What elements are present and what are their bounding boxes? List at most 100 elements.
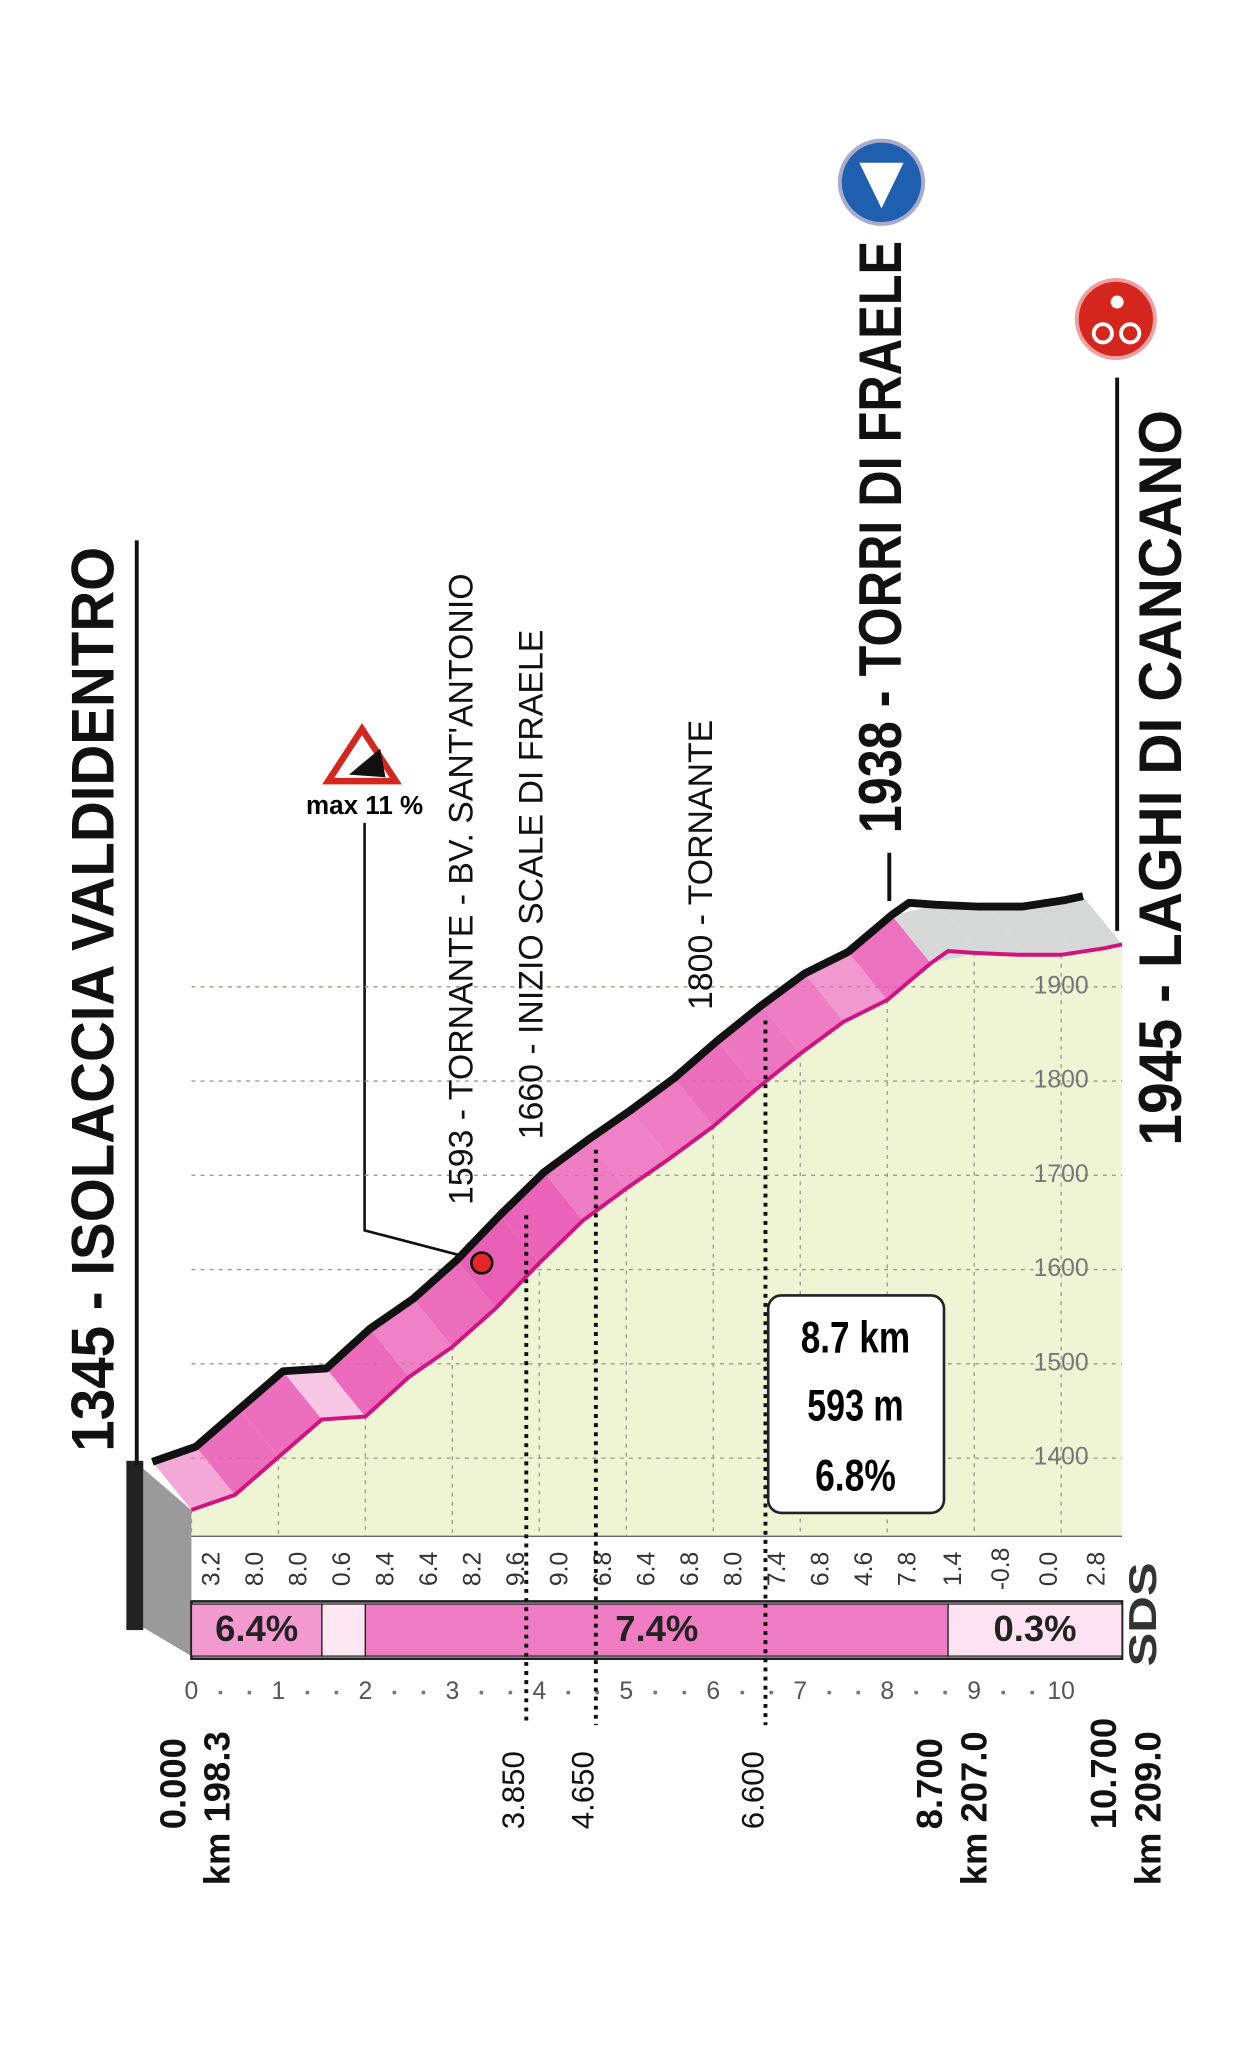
- gradient-label: 7.8: [894, 1552, 921, 1586]
- gradient-label: -0.8: [988, 1548, 1015, 1591]
- gradient-label: 6.8: [677, 1552, 704, 1586]
- profile-edge: [190, 942, 1123, 1512]
- minor-tick: [305, 1690, 310, 1695]
- x-tick-label: 9: [967, 1678, 981, 1705]
- minor-tick: [508, 1690, 513, 1695]
- x-tick-label: 2: [359, 1678, 373, 1705]
- minor-tick: [595, 1690, 600, 1695]
- logo: SDS: [1122, 1562, 1165, 1666]
- x-tick-label: 0: [185, 1678, 199, 1705]
- section: [364, 1603, 949, 1657]
- summary-box: [766, 1294, 946, 1515]
- gradient-label: 0.6: [329, 1552, 356, 1586]
- gradient-label: 4.6: [851, 1552, 878, 1586]
- section: [321, 1603, 367, 1657]
- profile-area: [191, 944, 1123, 1537]
- start-block: [126, 1460, 144, 1631]
- summary-gain: 593 m: [807, 1381, 903, 1430]
- minor-tick: [827, 1690, 832, 1695]
- gradient-segment: [891, 904, 979, 964]
- minor-tick: [1001, 1690, 1006, 1695]
- minor-tick: [479, 1690, 484, 1695]
- x-tick-label: 4: [532, 1678, 546, 1705]
- max-label: max 11 %: [306, 790, 423, 820]
- place-label: 1945 - LAGHI DI CANCANO: [1127, 410, 1194, 1146]
- x-tick-label: 7: [793, 1678, 807, 1705]
- waypoint-label: 1660 - INIZIO SCALE DI FRAELE: [512, 630, 550, 1140]
- max-dot: [470, 1251, 494, 1275]
- place-distance: 10.700: [1083, 1718, 1124, 1829]
- max-icon: [348, 748, 386, 778]
- gradient-segment: [282, 1368, 366, 1420]
- gradient-segment: [804, 951, 888, 1022]
- minor-tick: [334, 1690, 339, 1695]
- gradient-label: 3.2: [199, 1552, 226, 1586]
- finish-icon: [1110, 295, 1124, 309]
- waypoint-distance: 4.650: [566, 1751, 601, 1829]
- x-tick-label: 1: [272, 1678, 286, 1705]
- minor-tick: [392, 1690, 397, 1695]
- profile-top: [151, 892, 1084, 1466]
- minor-tick: [566, 1690, 571, 1695]
- minor-tick: [856, 1690, 861, 1695]
- minor-tick: [247, 1690, 252, 1695]
- gradient-label: 6.8: [808, 1552, 835, 1586]
- place-km: km 207.0: [953, 1731, 994, 1885]
- minor-tick: [682, 1690, 687, 1695]
- x-tick-label: 3: [445, 1678, 459, 1705]
- place-distance: 0.000: [152, 1738, 193, 1829]
- x-tick-label: 5: [619, 1678, 633, 1705]
- waypoint-distance: 6.600: [735, 1751, 770, 1829]
- section-label: 6.4%: [215, 1608, 298, 1649]
- waypoint-distance: 3.850: [496, 1751, 531, 1829]
- gradient-label: 8.0: [242, 1552, 269, 1586]
- minor-tick: [769, 1690, 774, 1695]
- gradient-label: 8.4: [373, 1551, 400, 1586]
- gradient-label: 6.4: [634, 1551, 661, 1586]
- gradient-label: 1.4: [940, 1551, 967, 1586]
- gradient-segment: [939, 904, 1027, 955]
- gradient-segment: [1035, 896, 1123, 953]
- place-km: km 198.3: [197, 1731, 238, 1885]
- summary-distance: 8.7 km: [801, 1314, 910, 1363]
- gradient-label: 0.0: [1036, 1552, 1063, 1586]
- minor-tick: [943, 1690, 948, 1695]
- summary-gradient: 6.8%: [815, 1452, 896, 1501]
- gradient-segment: [152, 1446, 235, 1510]
- finish-icon: [1074, 277, 1157, 360]
- minor-tick: [1030, 1690, 1035, 1695]
- minor-tick: [740, 1690, 745, 1695]
- finish-icon: [1091, 322, 1114, 345]
- place-km: km 209.0: [1127, 1731, 1168, 1885]
- waypoint-label: 1800 - TORNANTE: [682, 720, 720, 1010]
- x-tick-label: 6: [706, 1678, 720, 1705]
- x-tick-label: 10: [1047, 1678, 1075, 1705]
- section: [190, 1603, 323, 1657]
- place-distance: 8.700: [909, 1738, 950, 1829]
- x-tick-label: 8: [880, 1678, 894, 1705]
- minor-tick: [218, 1690, 223, 1695]
- gradient-label: 7.4: [764, 1551, 791, 1586]
- gradient-label: 8.0: [286, 1552, 313, 1586]
- section-label: 7.4%: [615, 1608, 698, 1649]
- y-tick-label: 1500: [1034, 1349, 1089, 1376]
- gradient-label: 2.8: [1084, 1552, 1111, 1586]
- gradient-segment: [456, 1214, 540, 1309]
- minor-tick: [653, 1690, 658, 1695]
- gradient-label: 8.2: [460, 1552, 487, 1586]
- waypoint-label: 1593 - TORNANTE - BV. SANT'ANTONIO: [443, 573, 481, 1205]
- minor-tick: [914, 1690, 919, 1695]
- gradient-label: 8.0: [721, 1552, 748, 1586]
- section-label: 0.3%: [994, 1608, 1077, 1649]
- start-block: [143, 1468, 192, 1657]
- place-label: 1938 - TORRI DI FRAELE: [847, 241, 914, 833]
- gradient-label: 6.4: [416, 1551, 443, 1586]
- minor-tick: [421, 1690, 426, 1695]
- finish-icon: [1119, 322, 1142, 345]
- gradient-segment: [987, 904, 1075, 955]
- gradient-label: 9.0: [547, 1552, 574, 1586]
- y-tick-label: 1800: [1034, 1067, 1089, 1094]
